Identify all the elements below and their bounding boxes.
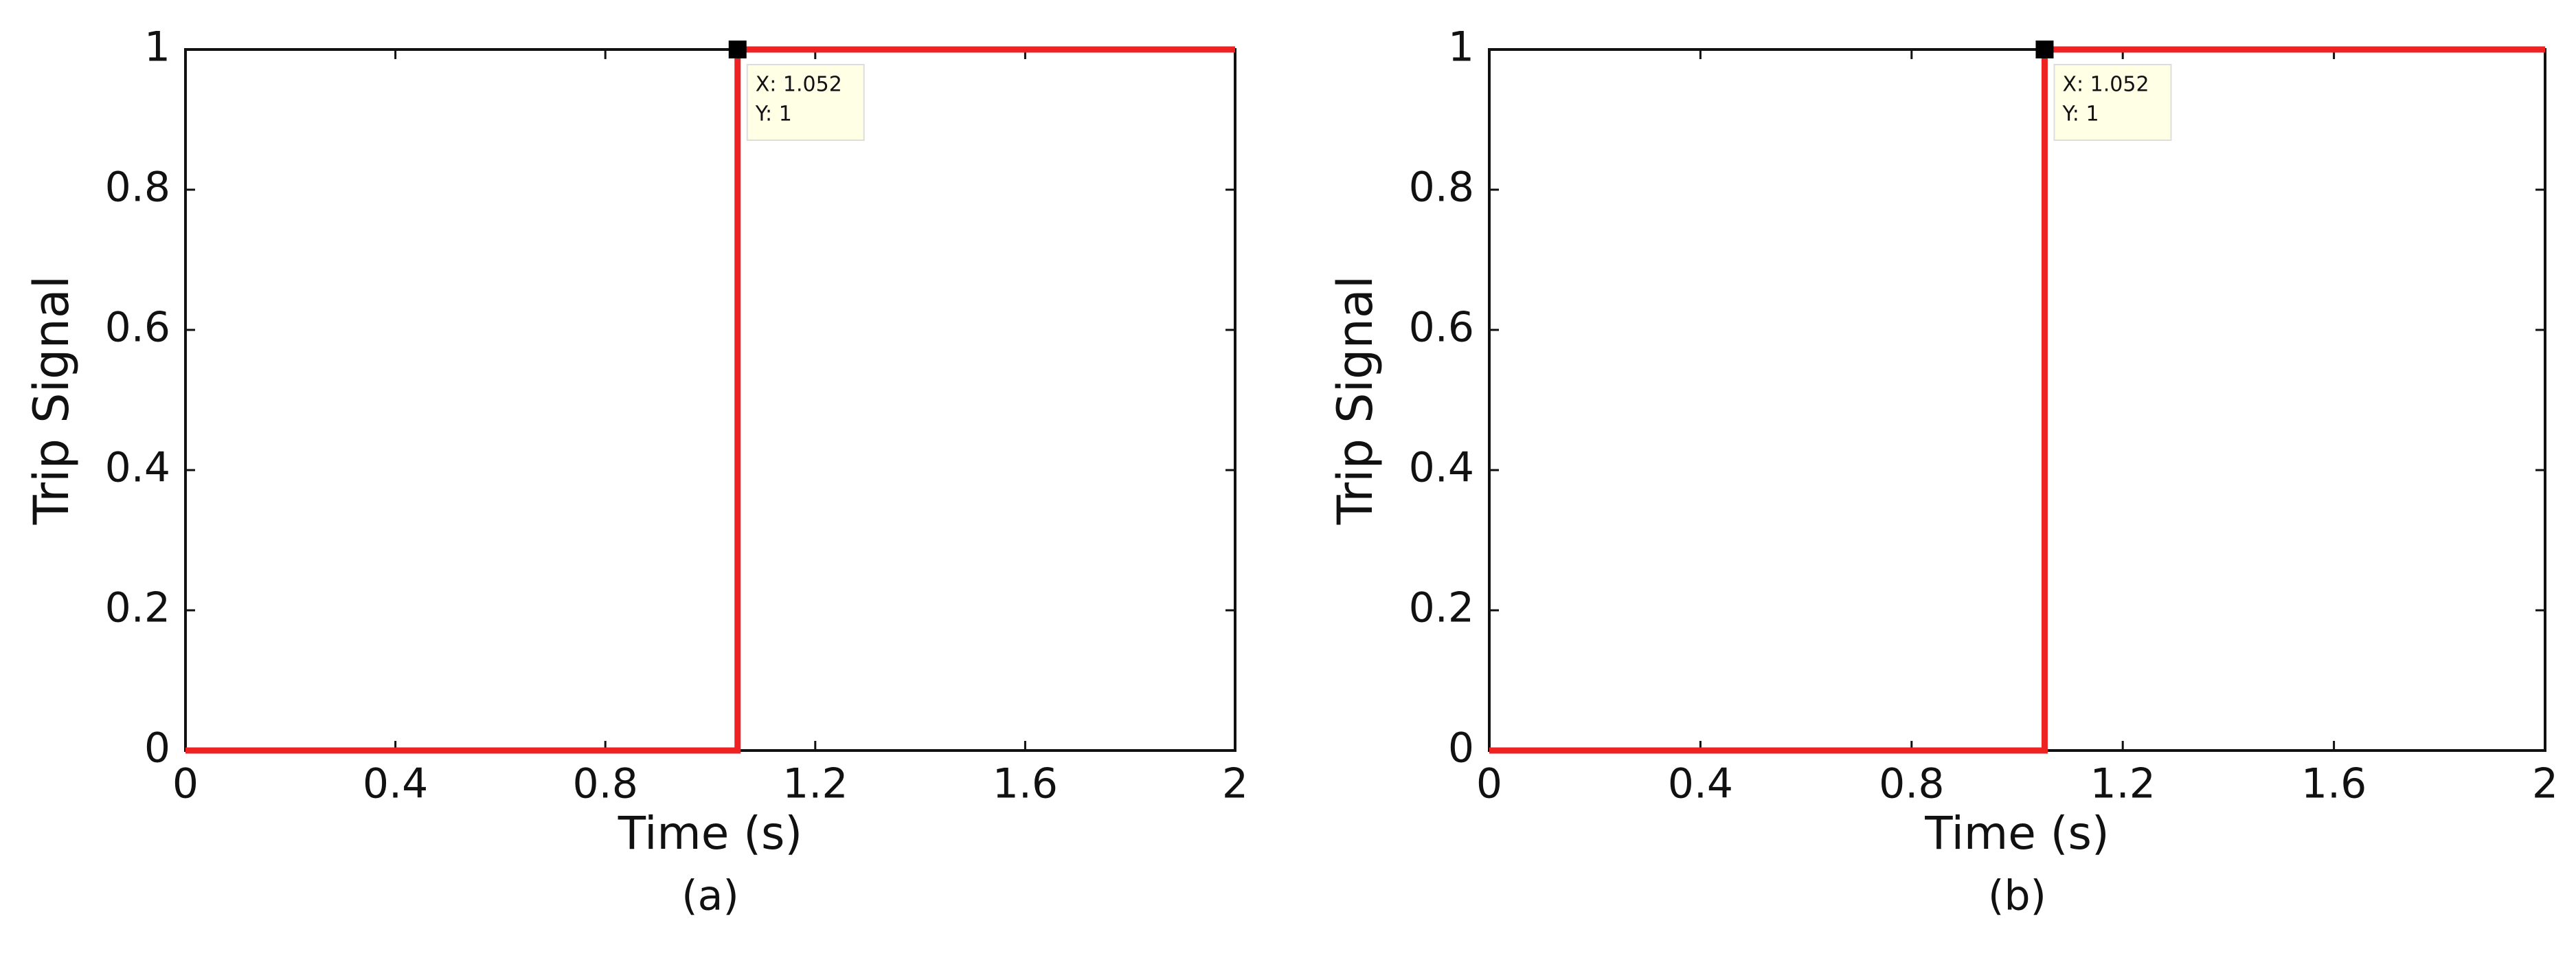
datatip-x: X: 1.052 xyxy=(2062,73,2149,97)
x-tick-label: 0.8 xyxy=(1879,760,1944,808)
datatip-x: X: 1.052 xyxy=(756,73,842,97)
x-tick-label: 1.2 xyxy=(782,760,848,808)
x-tick-label: 2 xyxy=(1222,760,1248,808)
datatip-box xyxy=(746,64,865,141)
plot-frame xyxy=(184,48,1236,752)
x-axis-label: Time (s) xyxy=(1924,807,2109,860)
x-tick-label: 2 xyxy=(2532,760,2558,808)
caption: (b) xyxy=(1988,872,2046,920)
y-tick-label: 0.4 xyxy=(105,444,170,492)
y-tick-label: 0.4 xyxy=(1409,444,1474,492)
x-axis-label: Time (s) xyxy=(618,807,802,860)
datatip-y: Y: 1 xyxy=(755,102,792,126)
y-tick-label: 0.6 xyxy=(105,304,170,352)
y-tick-label: 0 xyxy=(144,724,170,773)
y-tick-label: 0.8 xyxy=(105,164,170,212)
y-tick-label: 0.8 xyxy=(1409,164,1474,212)
plot-frame xyxy=(1488,48,2546,752)
x-tick-label: 1.2 xyxy=(2090,760,2155,808)
data-line xyxy=(185,46,1235,754)
y-axis-label: Trip Signal xyxy=(23,276,80,525)
x-tick-label: 1.6 xyxy=(993,760,1058,808)
caption: (a) xyxy=(681,872,739,920)
y-tick-label: 0.6 xyxy=(1409,304,1474,352)
datatip-marker xyxy=(728,41,747,58)
datatip-box xyxy=(2053,64,2172,141)
y-tick-label: 1 xyxy=(144,23,170,71)
y-tick-label: 0.2 xyxy=(1409,584,1474,632)
x-tick-label: 0.4 xyxy=(1668,760,1733,808)
x-tick-label: 0.8 xyxy=(572,760,637,808)
x-tick-label: 0.4 xyxy=(363,760,428,808)
datatip-y: Y: 1 xyxy=(2061,102,2099,126)
x-tick-label: 0 xyxy=(172,760,199,808)
x-tick-label: 0 xyxy=(1476,760,1502,808)
y-axis-label: Trip Signal xyxy=(1327,276,1383,525)
y-tick-label: 0 xyxy=(1448,724,1474,773)
x-tick-label: 1.6 xyxy=(2301,760,2366,808)
datatip-marker xyxy=(2035,41,2054,58)
y-tick-label: 1 xyxy=(1448,23,1474,71)
data-line xyxy=(1489,46,2545,754)
y-tick-label: 0.2 xyxy=(105,584,170,632)
